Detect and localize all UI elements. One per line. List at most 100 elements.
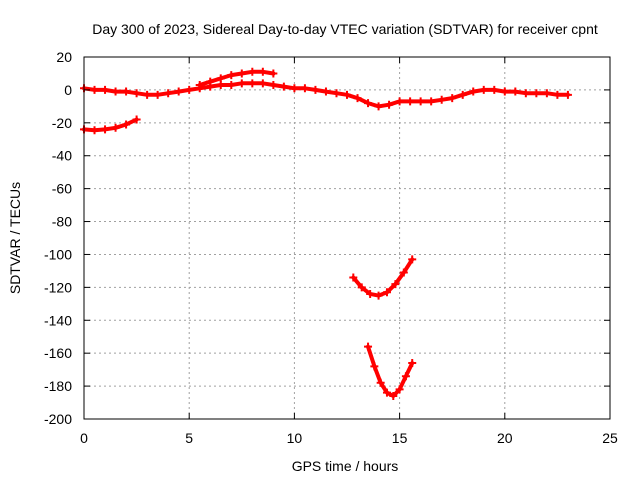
- chart-title: Day 300 of 2023, Sidereal Day-to-day VTE…: [92, 21, 598, 37]
- y-tick-label: -20: [52, 115, 72, 131]
- data-point: [311, 85, 320, 94]
- data-point: [332, 89, 341, 98]
- data-point: [132, 89, 141, 98]
- series-line: [366, 344, 415, 398]
- data-point: [258, 67, 267, 76]
- y-tick-label: -120: [44, 279, 72, 295]
- data-point: [427, 97, 436, 106]
- data-point: [563, 90, 572, 99]
- data-point: [349, 273, 358, 282]
- y-tick-label: -140: [44, 312, 72, 328]
- data-point: [553, 90, 562, 99]
- data-point: [374, 102, 383, 111]
- x-tick-label: 20: [497, 430, 513, 446]
- x-tick-label: 10: [287, 430, 303, 446]
- y-axis-label: SDTVAR / TECUs: [7, 182, 23, 294]
- data-point: [469, 87, 478, 96]
- x-tick-label: 0: [80, 430, 88, 446]
- data-point: [364, 342, 373, 351]
- data-point: [101, 125, 110, 134]
- y-tick-label: -80: [52, 214, 72, 230]
- data-series: [80, 79, 572, 111]
- data-point: [111, 123, 120, 132]
- data-point: [448, 94, 457, 103]
- data-point: [206, 77, 215, 86]
- data-point: [269, 80, 278, 89]
- data-point: [416, 97, 425, 106]
- data-point: [391, 280, 400, 289]
- data-point: [227, 80, 236, 89]
- data-point: [389, 391, 398, 400]
- data-point: [376, 378, 385, 387]
- plot-border: [83, 56, 611, 420]
- data-point: [406, 97, 415, 106]
- data-point: [216, 74, 225, 83]
- axes: 0 5 10 15 20 25-200-180-160-140-120-100-80-60…: [44, 49, 618, 446]
- data-point: [458, 90, 467, 99]
- data-point: [364, 99, 373, 108]
- data-point: [382, 388, 391, 397]
- data-point: [321, 87, 330, 96]
- data-point: [395, 97, 404, 106]
- data-point: [237, 69, 246, 78]
- data-point: [174, 87, 183, 96]
- y-tick-label: -40: [52, 148, 72, 164]
- data-point: [511, 87, 520, 96]
- y-tick-label: -160: [44, 345, 72, 361]
- data-point: [185, 85, 194, 94]
- x-axis-label: GPS time / hours: [292, 458, 399, 474]
- data-point: [374, 291, 383, 300]
- data-point: [153, 90, 162, 99]
- data-point: [248, 79, 257, 88]
- x-tick-label: 5: [185, 430, 193, 446]
- data-point: [542, 89, 551, 98]
- data-point: [164, 89, 173, 98]
- data-point: [122, 87, 131, 96]
- data-point: [382, 288, 391, 297]
- y-tick-label: 20: [56, 49, 72, 65]
- data-point: [269, 69, 278, 78]
- y-tick-label: -60: [52, 181, 72, 197]
- data-point: [408, 255, 417, 264]
- data-point: [279, 82, 288, 91]
- data-point: [437, 95, 446, 104]
- data-series: [364, 342, 417, 400]
- data-point: [258, 79, 267, 88]
- data-point: [343, 90, 351, 99]
- data-point: [300, 84, 309, 93]
- data-point: [132, 115, 141, 124]
- data-point: [90, 126, 99, 135]
- data-point: [101, 85, 110, 94]
- data-point: [248, 67, 257, 76]
- y-tick-label: -180: [44, 378, 72, 394]
- y-tick-label: -100: [44, 246, 72, 262]
- data-point: [395, 385, 404, 394]
- data-layer: [80, 67, 572, 400]
- data-point: [353, 94, 362, 103]
- data-point: [521, 89, 530, 98]
- data-point: [143, 90, 152, 99]
- data-point: [237, 79, 246, 88]
- data-point: [408, 359, 417, 368]
- data-series: [80, 115, 141, 135]
- x-tick-label: 15: [392, 430, 408, 446]
- data-point: [357, 283, 366, 292]
- data-point: [290, 84, 299, 93]
- data-point: [385, 100, 394, 109]
- data-point: [227, 71, 236, 80]
- data-series: [349, 255, 417, 300]
- data-point: [366, 289, 375, 298]
- data-point: [490, 85, 499, 94]
- data-point: [122, 120, 131, 129]
- data-point: [111, 87, 120, 96]
- data-point: [500, 87, 509, 96]
- data-point: [401, 372, 410, 381]
- data-point: [532, 89, 541, 98]
- grid: [84, 57, 610, 419]
- data-series: [195, 67, 278, 89]
- data-point: [195, 80, 204, 89]
- y-tick-label: 0: [64, 82, 72, 98]
